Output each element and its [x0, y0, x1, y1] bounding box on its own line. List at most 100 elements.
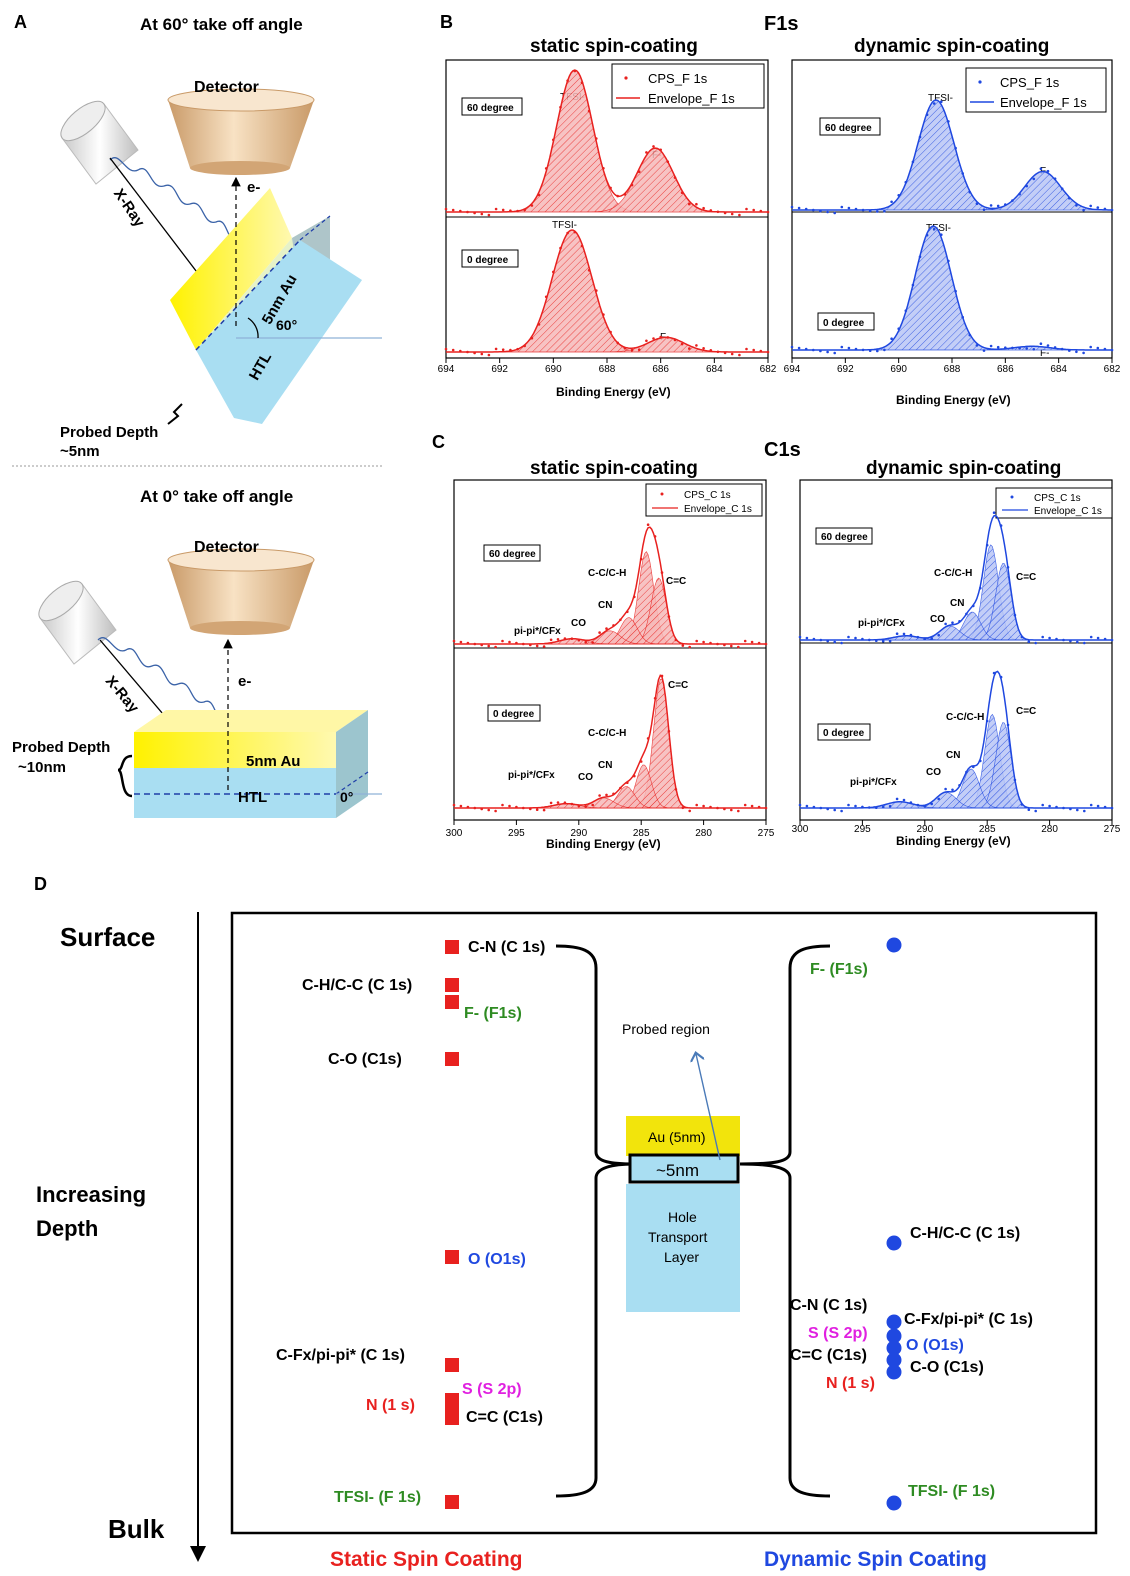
- panel-d-frame: [230, 911, 1098, 1535]
- cps-point: [702, 804, 705, 808]
- cps-point: [999, 675, 1003, 679]
- cps-point: [702, 206, 705, 210]
- cps-point: [537, 193, 541, 197]
- cps-point: [591, 641, 594, 644]
- cps-point: [609, 330, 612, 334]
- dynamic-label-tfsi: TFSI- (F 1s): [908, 1483, 995, 1500]
- cps-point: [645, 339, 648, 343]
- cps-point: [902, 798, 906, 802]
- cps-point: [881, 805, 885, 809]
- cps-point: [1068, 349, 1071, 352]
- cps-point: [637, 348, 641, 352]
- cps-point: [1046, 344, 1050, 347]
- cps-point: [1055, 637, 1058, 641]
- b-static-peak-tfsi-0: TFSI-: [552, 220, 577, 231]
- component-peak: [800, 544, 1112, 641]
- cps-point: [509, 348, 512, 352]
- b-dynamic-peak-tfsi-60: TFSI-: [928, 93, 953, 104]
- component-peak: [800, 625, 1112, 641]
- cps-point: [812, 637, 816, 641]
- x-tick-label: 682: [760, 364, 777, 375]
- cps-point: [653, 535, 657, 538]
- cps-point: [944, 787, 947, 791]
- cps-point: [542, 645, 546, 648]
- x-tick-label: 275: [1104, 824, 1121, 835]
- cps-point: [616, 194, 619, 198]
- static-label-o: O (O1s): [468, 1251, 526, 1268]
- cps-point: [738, 213, 741, 217]
- cps-point: [883, 209, 886, 213]
- cps-point: [659, 148, 662, 152]
- panel-d-letter: D: [34, 874, 47, 894]
- cps-point: [826, 210, 829, 214]
- x-tick-label: 285: [979, 824, 996, 835]
- dynamic-label-ceqc: C=C (C1s): [790, 1347, 867, 1364]
- cps-point: [1082, 351, 1085, 355]
- cps-point: [609, 186, 612, 190]
- cps-point: [480, 807, 484, 811]
- cps-point: [709, 641, 712, 645]
- static-label-n: N (1 s): [366, 1397, 415, 1414]
- cps-point: [847, 206, 851, 210]
- cps-point: [750, 804, 754, 808]
- c-dynamic-ceqc-60: C=C: [1016, 572, 1036, 583]
- axis-depth: Depth: [36, 1216, 98, 1241]
- static-marker: [445, 940, 459, 954]
- cps-point: [804, 207, 808, 211]
- cps-point: [595, 137, 598, 140]
- cps-point: [819, 349, 822, 353]
- cps-point: [716, 806, 719, 810]
- cps-point: [666, 160, 670, 163]
- static-marker: [445, 978, 459, 992]
- b-dynamic-0deg: 0 degree: [823, 318, 865, 329]
- cps-point: [616, 341, 619, 345]
- cps-point: [515, 805, 518, 809]
- x-tick-label: 688: [944, 364, 961, 375]
- cps-point: [637, 170, 641, 173]
- cps-point: [876, 349, 879, 353]
- cps-point: [1041, 803, 1044, 807]
- cps-point: [530, 336, 534, 340]
- b-dynamic-legend-envelope: Envelope_F 1s: [1000, 95, 1087, 110]
- cps-point: [494, 645, 497, 649]
- probed-region-label: Probed region: [622, 1021, 710, 1037]
- cps-point: [612, 792, 615, 796]
- cps-point: [909, 801, 913, 804]
- cps-point: [833, 211, 836, 215]
- detector-top-label: Detector: [194, 79, 259, 96]
- cps-point: [695, 344, 698, 347]
- envelope-line: [792, 99, 1112, 211]
- cps-point: [968, 333, 972, 337]
- cps-point: [494, 809, 497, 813]
- panel-b-left-title: static spin-coating: [530, 36, 698, 57]
- tilted-sample: [170, 188, 362, 424]
- static-marker: [445, 1250, 459, 1264]
- cps-point: [1020, 635, 1024, 639]
- cps-point: [549, 638, 553, 642]
- static-caption: Static Spin Coating: [330, 1548, 523, 1571]
- cps-point: [1103, 207, 1107, 211]
- cps-point: [466, 805, 470, 809]
- cps-point: [1039, 342, 1043, 346]
- dynamic-caption: Dynamic Spin Coating: [764, 1548, 987, 1571]
- au-block-label: Au (5nm): [648, 1129, 706, 1145]
- detector-bottom-icon: [167, 548, 315, 635]
- static-marker: [445, 995, 459, 1009]
- cps-point: [1018, 346, 1021, 350]
- probed-arrow: [696, 1054, 721, 1161]
- cps-point: [797, 346, 801, 350]
- panel-c-left-title: static spin-coating: [530, 458, 698, 479]
- flat-sample: [134, 710, 369, 818]
- cps-point: [480, 643, 484, 647]
- cps-point: [487, 644, 491, 648]
- x-tick-label: 688: [599, 364, 616, 375]
- cps-point: [745, 347, 748, 351]
- c-dynamic-pi-60: pi-pi*/CFx: [858, 618, 905, 629]
- b-dynamic-legend-points: CPS_F 1s: [1000, 75, 1060, 90]
- x-tick-label: 684: [1050, 364, 1067, 375]
- cps-point: [451, 348, 455, 352]
- xray-wave-top: [109, 157, 239, 241]
- cps-point: [954, 146, 957, 150]
- cps-point: [494, 347, 498, 351]
